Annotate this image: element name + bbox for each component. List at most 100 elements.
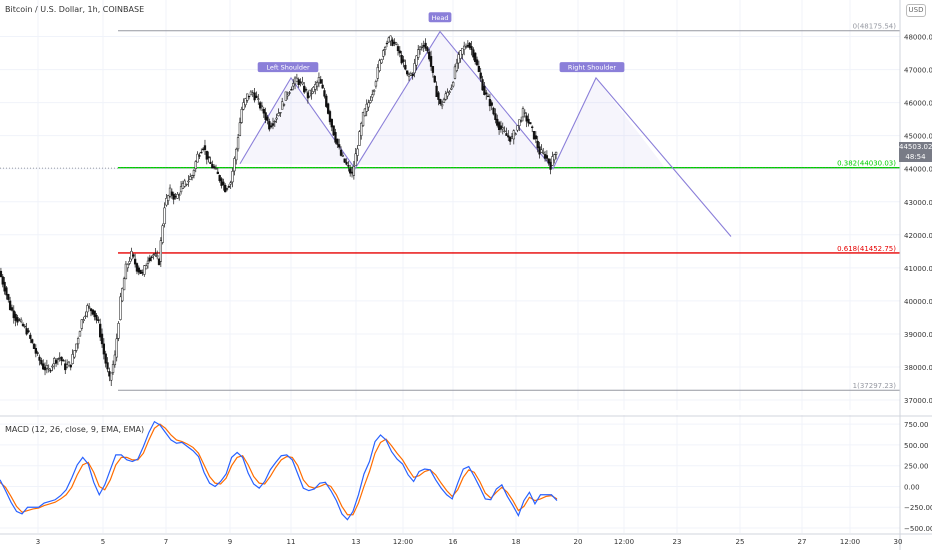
candle-body xyxy=(183,180,186,187)
candle-body xyxy=(27,330,30,333)
candle-body xyxy=(84,315,87,318)
candle-body xyxy=(54,360,58,364)
candle-body xyxy=(508,136,512,142)
signal-line xyxy=(0,423,558,516)
candle-body xyxy=(323,90,326,97)
candle-body xyxy=(455,62,458,71)
candle-body xyxy=(372,89,376,92)
candle-body xyxy=(501,127,504,130)
candle-body xyxy=(45,365,49,369)
candle-body xyxy=(380,59,383,64)
candle-body xyxy=(108,371,111,377)
candle-body xyxy=(3,281,6,292)
candle-body xyxy=(201,148,205,150)
candle-body xyxy=(393,41,396,44)
candle-body xyxy=(463,45,466,50)
macd-pane xyxy=(0,420,558,521)
candle-body xyxy=(150,256,153,258)
candle-body xyxy=(466,45,469,47)
price-axis-label: 46000.00 xyxy=(904,100,932,108)
candle-body xyxy=(198,155,201,157)
pattern-fill xyxy=(240,31,665,169)
macd-axis-label: 0.00 xyxy=(904,483,920,491)
time-axis-label: 3 xyxy=(36,538,40,546)
candle-body xyxy=(470,46,473,50)
candle-body xyxy=(176,193,179,199)
candle-body xyxy=(260,105,264,107)
pattern-label: Head xyxy=(432,14,449,22)
candle-body xyxy=(453,66,457,79)
candle-body xyxy=(244,98,247,106)
candle-body xyxy=(409,73,413,76)
candle-body xyxy=(361,112,365,127)
candle-body xyxy=(181,183,185,189)
currency-button[interactable]: USD xyxy=(906,4,926,17)
candle-body xyxy=(321,84,324,89)
candle-body xyxy=(492,107,495,115)
candle-body xyxy=(536,140,539,149)
last-price-tag: 44503.02 48:54 xyxy=(899,142,932,162)
candle-body xyxy=(444,93,447,100)
candle-body xyxy=(383,46,387,50)
candle-body xyxy=(532,131,536,140)
candle-body xyxy=(273,120,276,123)
candle-body xyxy=(350,171,354,174)
candle-body xyxy=(352,166,356,176)
candle-body xyxy=(292,83,295,87)
candle-body xyxy=(481,79,484,91)
candle-body xyxy=(115,338,118,358)
candle-body xyxy=(144,265,148,270)
candle-body xyxy=(139,269,142,274)
candle-body xyxy=(132,254,135,257)
candle-body xyxy=(262,108,265,114)
macd-axis-label: −500.00 xyxy=(904,525,932,533)
candle-body xyxy=(343,158,346,163)
fib-label: 0.618(41452.75) xyxy=(837,245,896,253)
candle-body xyxy=(185,183,188,186)
candle-body xyxy=(479,72,482,79)
candle-body xyxy=(385,42,389,45)
candle-body xyxy=(301,81,304,85)
candle-body xyxy=(395,42,398,45)
candle-body xyxy=(461,48,464,55)
head-and-shoulders-pattern[interactable]: Left Shoulder Head Right Shoulder xyxy=(239,12,732,237)
candle-body xyxy=(113,354,117,366)
time-axis-label: 30 xyxy=(894,538,903,546)
candle-body xyxy=(315,82,319,87)
candle-body xyxy=(152,254,155,256)
candle-body xyxy=(0,270,3,277)
candle-body xyxy=(5,287,8,296)
candle-body xyxy=(161,225,164,243)
candle-body xyxy=(255,95,258,98)
candle-body xyxy=(19,319,23,323)
candle-body xyxy=(363,108,367,117)
candle-body xyxy=(16,317,19,323)
fib-label: 0.382(44030.03) xyxy=(837,160,896,168)
candle-body xyxy=(126,264,129,269)
candle-body xyxy=(203,145,207,150)
candle-body xyxy=(356,148,359,156)
candle-body xyxy=(213,166,216,168)
candle-body xyxy=(382,50,385,57)
candle-body xyxy=(235,148,238,161)
candle-body xyxy=(554,151,558,155)
candle-body xyxy=(404,64,407,70)
candle-body xyxy=(446,92,449,97)
candle-body xyxy=(488,99,492,107)
candle-body xyxy=(308,89,311,97)
candle-body xyxy=(165,198,168,206)
candles xyxy=(0,35,558,387)
candle-body xyxy=(53,358,56,364)
candle-body xyxy=(56,358,60,360)
candle-body xyxy=(233,158,236,172)
candle-body xyxy=(266,116,269,121)
time-axis-label: 16 xyxy=(449,538,458,546)
price-axis-label: 43000.00 xyxy=(904,199,932,207)
candle-body xyxy=(170,191,174,196)
fibonacci-retracement[interactable]: 0(48175.54) 0.382(44030.03) 0.618(41452.75… xyxy=(0,23,900,391)
time-axis-label: 18 xyxy=(512,538,521,546)
candle-body xyxy=(7,294,10,300)
candle-body xyxy=(297,79,300,85)
